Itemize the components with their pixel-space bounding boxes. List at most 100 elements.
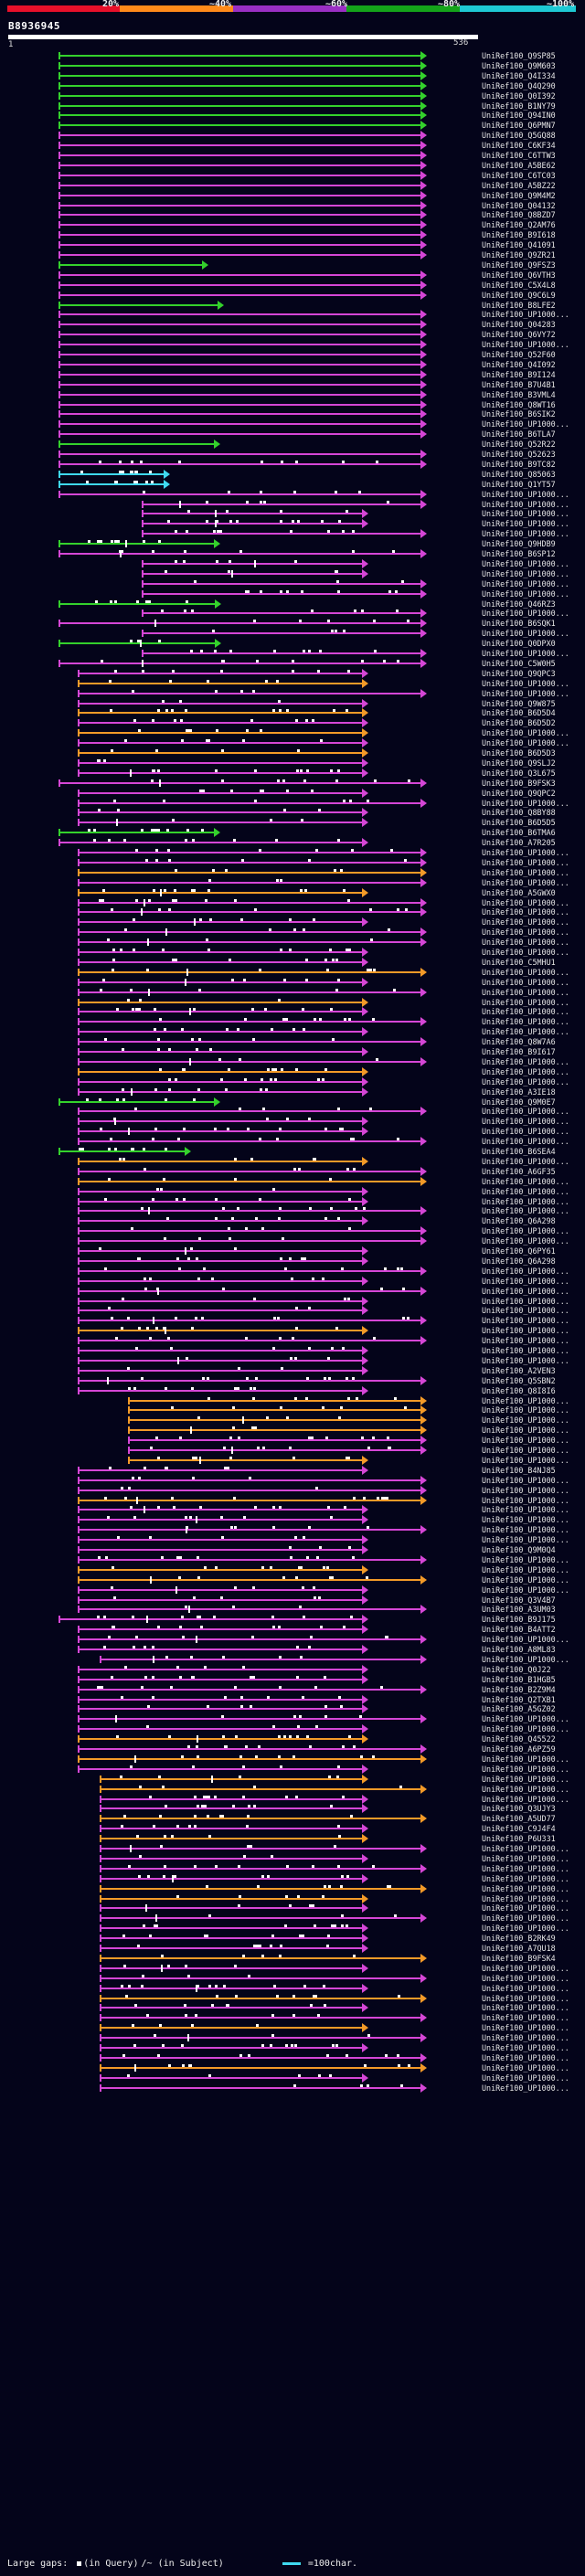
hit-label[interactable]: UniRef100_B6D5D4	[482, 708, 556, 718]
hit-row[interactable]: UniRef100_UP1000...	[0, 1844, 585, 1853]
hit-row[interactable]: UniRef100_Q8WT16	[0, 399, 585, 409]
hit-label[interactable]: UniRef100_UP1000...	[482, 678, 569, 688]
hit-label[interactable]: UniRef100_Q6VTH3	[482, 270, 556, 280]
hit-label[interactable]: UniRef100_UP1000...	[482, 2013, 569, 2023]
hit-label[interactable]: UniRef100_A6GF35	[482, 1166, 556, 1176]
hit-row[interactable]: UniRef100_Q6VY72	[0, 330, 585, 340]
hit-label[interactable]: UniRef100_UP1000...	[482, 1475, 569, 1485]
hit-row[interactable]: UniRef100_C5X4L8	[0, 280, 585, 290]
hit-row[interactable]: UniRef100_UP1000...	[0, 1446, 585, 1455]
hit-row[interactable]: UniRef100_Q9C6L9	[0, 290, 585, 300]
hit-label[interactable]: UniRef100_UP1000...	[482, 867, 569, 877]
hit-row[interactable]: UniRef100_UP1000...	[0, 1525, 585, 1535]
hit-label[interactable]: UniRef100_Q45522	[482, 1734, 556, 1744]
hit-row[interactable]: UniRef100_B9I617	[0, 1047, 585, 1056]
hit-row[interactable]: UniRef100_Q4I092	[0, 359, 585, 369]
hit-row[interactable]: UniRef100_UP1000...	[0, 1515, 585, 1525]
hit-label[interactable]: UniRef100_UP1000...	[482, 1993, 569, 2003]
hit-label[interactable]: UniRef100_B6SQK1	[482, 619, 556, 629]
hit-row[interactable]: UniRef100_Q52F60	[0, 350, 585, 359]
hit-label[interactable]: UniRef100_Q9C6L9	[482, 290, 556, 300]
hit-row[interactable]: UniRef100_UP1000...	[0, 1266, 585, 1276]
hit-label[interactable]: UniRef100_UP1000...	[482, 1296, 569, 1306]
hit-row[interactable]: UniRef100_UP1000...	[0, 1156, 585, 1166]
hit-row[interactable]: UniRef100_UP1000...	[0, 340, 585, 350]
hit-label[interactable]: UniRef100_UP1000...	[482, 857, 569, 867]
hit-row[interactable]: UniRef100_Q8W7A6	[0, 1037, 585, 1047]
hit-label[interactable]: UniRef100_UP1000...	[482, 509, 569, 519]
hit-label[interactable]: UniRef100_Q9M4M2	[482, 190, 556, 200]
hit-row[interactable]: UniRef100_B3VML4	[0, 389, 585, 399]
hit-label[interactable]: UniRef100_UP1000...	[482, 1983, 569, 1993]
hit-label[interactable]: UniRef100_B9J175	[482, 1615, 556, 1625]
hit-label[interactable]: UniRef100_UP1000...	[482, 1635, 569, 1645]
hit-label[interactable]: UniRef100_B3VML4	[482, 389, 556, 399]
hit-row[interactable]: UniRef100_B7U4B1	[0, 379, 585, 389]
hit-label[interactable]: UniRef100_A5BZ22	[482, 180, 556, 190]
hit-row[interactable]: UniRef100_UP1000...	[0, 568, 585, 578]
hit-row[interactable]: UniRef100_B9FSK4	[0, 1953, 585, 1963]
hit-row[interactable]: UniRef100_B6SP12	[0, 549, 585, 558]
hit-label[interactable]: UniRef100_UP1000...	[482, 588, 569, 599]
hit-row[interactable]: UniRef100_UP1000...	[0, 1913, 585, 1924]
hit-row[interactable]: UniRef100_Q5GQ88	[0, 131, 585, 141]
hit-row[interactable]: UniRef100_Q46RZ3	[0, 599, 585, 609]
hit-label[interactable]: UniRef100_UP1000...	[482, 1405, 569, 1415]
hit-label[interactable]: UniRef100_UP1000...	[482, 529, 569, 539]
hit-row[interactable]: UniRef100_UP1000...	[0, 967, 585, 977]
hit-label[interactable]: UniRef100_UP1000...	[482, 1754, 569, 1764]
hit-label[interactable]: UniRef100_UP1000...	[482, 1056, 569, 1066]
hit-row[interactable]: UniRef100_A5BZ22	[0, 180, 585, 190]
hit-row[interactable]: UniRef100_UP1000...	[0, 1724, 585, 1734]
hit-row[interactable]: UniRef100_UP1000...	[0, 529, 585, 539]
hit-label[interactable]: UniRef100_B8LFE2	[482, 300, 556, 310]
hit-label[interactable]: UniRef100_UP1000...	[482, 2003, 569, 2013]
hit-label[interactable]: UniRef100_UP1000...	[482, 1027, 569, 1037]
hit-label[interactable]: UniRef100_Q9HDB9	[482, 539, 556, 549]
hit-label[interactable]: UniRef100_UP1000...	[482, 1883, 569, 1893]
hit-row[interactable]: UniRef100_UP1000...	[0, 688, 585, 698]
hit-row[interactable]: UniRef100_UP1000...	[0, 2003, 585, 2013]
hit-label[interactable]: UniRef100_A6PZ59	[482, 1744, 556, 1754]
hit-label[interactable]: UniRef100_P6U331	[482, 1834, 556, 1844]
hit-label[interactable]: UniRef100_Q0J22	[482, 1664, 551, 1674]
hit-label[interactable]: UniRef100_UP1000...	[482, 938, 569, 948]
hit-row[interactable]: UniRef100_Q8BZD7	[0, 210, 585, 220]
hit-row[interactable]: UniRef100_Q52R22	[0, 440, 585, 450]
hit-row[interactable]: UniRef100_Q9M4M2	[0, 190, 585, 200]
hit-row[interactable]: UniRef100_B9I124	[0, 369, 585, 379]
hit-row[interactable]: UniRef100_Q9ZR21	[0, 250, 585, 260]
hit-row[interactable]: UniRef100_Q6PMN7	[0, 121, 585, 131]
hit-row[interactable]: UniRef100_B6D5D4	[0, 708, 585, 718]
hit-label[interactable]: UniRef100_Q9M603	[482, 60, 556, 70]
hit-row[interactable]: UniRef100_UP1000...	[0, 499, 585, 509]
hit-row[interactable]: UniRef100_B6D5D5	[0, 818, 585, 828]
hit-label[interactable]: UniRef100_UP1000...	[482, 1426, 569, 1436]
hit-row[interactable]: UniRef100_Q4Q290	[0, 80, 585, 90]
hit-row[interactable]: UniRef100_UP1000...	[0, 1883, 585, 1893]
hit-label[interactable]: UniRef100_UP1000...	[482, 578, 569, 588]
hit-label[interactable]: UniRef100_UP1000...	[482, 1007, 569, 1017]
hit-row[interactable]: UniRef100_UP1000...	[0, 1355, 585, 1365]
hit-row[interactable]: UniRef100_UP1000...	[0, 1873, 585, 1883]
hit-label[interactable]: UniRef100_UP1000...	[482, 1226, 569, 1236]
hit-label[interactable]: UniRef100_A3IE18	[482, 1087, 556, 1097]
hit-label[interactable]: UniRef100_B9FSK4	[482, 1953, 556, 1963]
hit-label[interactable]: UniRef100_C6TTW3	[482, 151, 556, 160]
hit-label[interactable]: UniRef100_UP1000...	[482, 1764, 569, 1774]
hit-row[interactable]: UniRef100_UP1000...	[0, 519, 585, 529]
hit-row[interactable]: UniRef100_UP1000...	[0, 2052, 585, 2062]
hit-row[interactable]: UniRef100_Q8I8I6	[0, 1385, 585, 1395]
hit-label[interactable]: UniRef100_UP1000...	[482, 1196, 569, 1206]
hit-row[interactable]: UniRef100_Q9W875	[0, 698, 585, 708]
hit-row[interactable]: UniRef100_UP1000...	[0, 1893, 585, 1903]
hit-label[interactable]: UniRef100_UP1000...	[482, 1654, 569, 1664]
hit-row[interactable]: UniRef100_UP1000...	[0, 997, 585, 1007]
hit-label[interactable]: UniRef100_Q9FSZ3	[482, 260, 556, 270]
hit-row[interactable]: UniRef100_B6SQK1	[0, 619, 585, 629]
hit-row[interactable]: UniRef100_UP1000...	[0, 1426, 585, 1436]
hit-label[interactable]: UniRef100_UP1000...	[482, 1784, 569, 1794]
hit-label[interactable]: UniRef100_Q04283	[482, 320, 556, 330]
hit-row[interactable]: UniRef100_C6TC03	[0, 170, 585, 180]
hit-label[interactable]: UniRef100_UP1000...	[482, 2023, 569, 2033]
